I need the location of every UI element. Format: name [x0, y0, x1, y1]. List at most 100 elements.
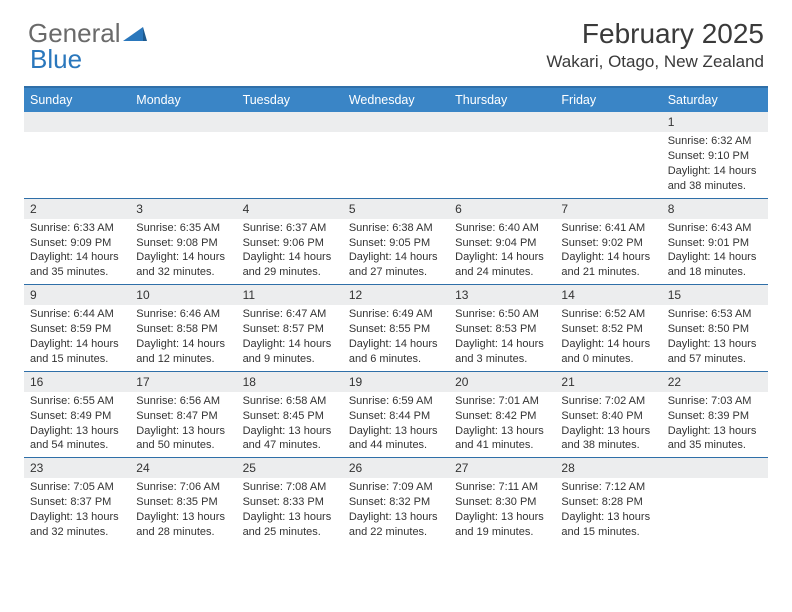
daylight-text: Daylight: 14 hours and 0 minutes.	[561, 337, 655, 367]
day-number: 24	[130, 458, 236, 478]
day-details: Sunrise: 6:50 AMSunset: 8:53 PMDaylight:…	[449, 305, 555, 370]
day-number	[555, 112, 661, 132]
day-number: 18	[237, 372, 343, 392]
sunrise-text: Sunrise: 6:47 AM	[243, 307, 337, 322]
day-cell	[24, 112, 130, 198]
sunset-text: Sunset: 8:50 PM	[668, 322, 762, 337]
day-details: Sunrise: 7:09 AMSunset: 8:32 PMDaylight:…	[343, 478, 449, 543]
day-details: Sunrise: 6:55 AMSunset: 8:49 PMDaylight:…	[24, 392, 130, 457]
sunrise-text: Sunrise: 7:05 AM	[30, 480, 124, 495]
day-details: Sunrise: 6:56 AMSunset: 8:47 PMDaylight:…	[130, 392, 236, 457]
sunrise-text: Sunrise: 6:59 AM	[349, 394, 443, 409]
sunset-text: Sunset: 8:40 PM	[561, 409, 655, 424]
daylight-text: Daylight: 14 hours and 35 minutes.	[30, 250, 124, 280]
day-details: Sunrise: 6:46 AMSunset: 8:58 PMDaylight:…	[130, 305, 236, 370]
sunset-text: Sunset: 8:55 PM	[349, 322, 443, 337]
day-number: 28	[555, 458, 661, 478]
day-details: Sunrise: 6:44 AMSunset: 8:59 PMDaylight:…	[24, 305, 130, 370]
day-cell: 19Sunrise: 6:59 AMSunset: 8:44 PMDayligh…	[343, 372, 449, 458]
sunset-text: Sunset: 8:37 PM	[30, 495, 124, 510]
day-number: 21	[555, 372, 661, 392]
day-details: Sunrise: 7:11 AMSunset: 8:30 PMDaylight:…	[449, 478, 555, 543]
day-cell: 8Sunrise: 6:43 AMSunset: 9:01 PMDaylight…	[662, 199, 768, 285]
day-number: 1	[662, 112, 768, 132]
day-cell: 3Sunrise: 6:35 AMSunset: 9:08 PMDaylight…	[130, 199, 236, 285]
day-number: 22	[662, 372, 768, 392]
day-details: Sunrise: 6:41 AMSunset: 9:02 PMDaylight:…	[555, 219, 661, 284]
day-cell: 20Sunrise: 7:01 AMSunset: 8:42 PMDayligh…	[449, 372, 555, 458]
day-header-row: Sunday Monday Tuesday Wednesday Thursday…	[24, 88, 768, 112]
sunset-text: Sunset: 8:32 PM	[349, 495, 443, 510]
sunset-text: Sunset: 8:47 PM	[136, 409, 230, 424]
day-number: 12	[343, 285, 449, 305]
day-details: Sunrise: 6:38 AMSunset: 9:05 PMDaylight:…	[343, 219, 449, 284]
sunset-text: Sunset: 8:57 PM	[243, 322, 337, 337]
day-cell: 1Sunrise: 6:32 AMSunset: 9:10 PMDaylight…	[662, 112, 768, 198]
day-cell	[130, 112, 236, 198]
day-number: 9	[24, 285, 130, 305]
sunrise-text: Sunrise: 6:56 AM	[136, 394, 230, 409]
sunset-text: Sunset: 9:02 PM	[561, 236, 655, 251]
day-number: 15	[662, 285, 768, 305]
day-number: 16	[24, 372, 130, 392]
sunset-text: Sunset: 8:30 PM	[455, 495, 549, 510]
day-number: 23	[24, 458, 130, 478]
day-header-sat: Saturday	[662, 88, 768, 112]
day-details: Sunrise: 6:43 AMSunset: 9:01 PMDaylight:…	[662, 219, 768, 284]
sunrise-text: Sunrise: 6:40 AM	[455, 221, 549, 236]
sunrise-text: Sunrise: 6:33 AM	[30, 221, 124, 236]
day-details: Sunrise: 6:59 AMSunset: 8:44 PMDaylight:…	[343, 392, 449, 457]
sunrise-text: Sunrise: 7:03 AM	[668, 394, 762, 409]
sunrise-text: Sunrise: 6:44 AM	[30, 307, 124, 322]
sunrise-text: Sunrise: 6:43 AM	[668, 221, 762, 236]
sunset-text: Sunset: 9:06 PM	[243, 236, 337, 251]
day-number	[130, 112, 236, 132]
day-number: 3	[130, 199, 236, 219]
day-cell: 24 Sunrise: 7:06 AMSunset: 8:35 PMDayligh…	[130, 458, 236, 544]
daylight-text: Daylight: 14 hours and 3 minutes.	[455, 337, 549, 367]
day-number: 13	[449, 285, 555, 305]
day-cell: 14Sunrise: 6:52 AMSunset: 8:52 PMDayligh…	[555, 285, 661, 371]
sunrise-text: Sunrise: 7:02 AM	[561, 394, 655, 409]
sunrise-text: Sunrise: 6:32 AM	[668, 134, 762, 149]
sunrise-text: Sunrise: 6:58 AM	[243, 394, 337, 409]
brand-part2: Blue	[30, 44, 82, 75]
location-text: Wakari, Otago, New Zealand	[546, 52, 764, 72]
daylight-text: Daylight: 13 hours and 50 minutes.	[136, 424, 230, 454]
day-cell: 4Sunrise: 6:37 AMSunset: 9:06 PMDaylight…	[237, 199, 343, 285]
day-number: 26	[343, 458, 449, 478]
week-row: 23 Sunrise: 7:05 AMSunset: 8:37 PM Dayligh…	[24, 457, 768, 544]
day-header-fri: Friday	[555, 88, 661, 112]
sunrise-text: Sunrise: 6:49 AM	[349, 307, 443, 322]
day-details: Sunrise: 6:49 AMSunset: 8:55 PMDaylight:…	[343, 305, 449, 370]
daylight-text: Daylight: 13 hours and 41 minutes.	[455, 424, 549, 454]
day-number: 27	[449, 458, 555, 478]
sunrise-text: Sunrise: 6:35 AM	[136, 221, 230, 236]
sunset-text: Sunset: 8:35 PM	[136, 495, 230, 510]
daylight-text: Daylight: 14 hours and 9 minutes.	[243, 337, 337, 367]
day-cell: 11Sunrise: 6:47 AMSunset: 8:57 PMDayligh…	[237, 285, 343, 371]
day-number: 19	[343, 372, 449, 392]
day-details: Sunrise: 6:35 AMSunset: 9:08 PMDaylight:…	[130, 219, 236, 284]
day-header-thu: Thursday	[449, 88, 555, 112]
sunset-text: Sunset: 8:49 PM	[30, 409, 124, 424]
sunrise-text: Sunrise: 6:50 AM	[455, 307, 549, 322]
sunset-text: Sunset: 8:28 PM	[561, 495, 655, 510]
day-cell: 25Sunrise: 7:08 AMSunset: 8:33 PMDayligh…	[237, 458, 343, 544]
week-row: 9Sunrise: 6:44 AMSunset: 8:59 PMDaylight…	[24, 284, 768, 371]
daylight-text: Daylight: 13 hours and 28 minutes.	[136, 510, 230, 540]
day-details: Sunrise: 6:58 AMSunset: 8:45 PMDaylight:…	[237, 392, 343, 457]
sunset-text: Sunset: 8:44 PM	[349, 409, 443, 424]
sunset-text: Sunset: 8:53 PM	[455, 322, 549, 337]
day-cell: 27Sunrise: 7:11 AMSunset: 8:30 PMDayligh…	[449, 458, 555, 544]
sunrise-text: Sunrise: 6:46 AM	[136, 307, 230, 322]
calendar-table: Sunday Monday Tuesday Wednesday Thursday…	[24, 86, 768, 544]
day-header-mon: Monday	[130, 88, 236, 112]
sunrise-text: Sunrise: 6:41 AM	[561, 221, 655, 236]
sunrise-text: Sunrise: 7:06 AM	[136, 480, 230, 495]
day-details: Sunrise: 7:08 AMSunset: 8:33 PMDaylight:…	[237, 478, 343, 543]
sunset-text: Sunset: 9:08 PM	[136, 236, 230, 251]
day-cell: 18Sunrise: 6:58 AMSunset: 8:45 PMDayligh…	[237, 372, 343, 458]
daylight-text: Daylight: 14 hours and 38 minutes.	[668, 164, 762, 194]
week-row: 2Sunrise: 6:33 AMSunset: 9:09 PMDaylight…	[24, 198, 768, 285]
